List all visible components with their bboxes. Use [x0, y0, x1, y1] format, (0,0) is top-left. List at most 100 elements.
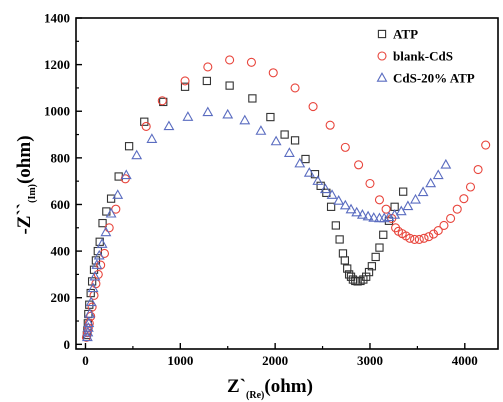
- data-point-triangle: [326, 189, 338, 199]
- data-point-circle: [365, 178, 375, 189]
- data-point-triangle: [82, 322, 94, 332]
- data-point-square: [248, 94, 257, 103]
- x-axis-label-unit: (ohm): [264, 376, 313, 397]
- legend: ATP blank-CdS CdS-20% ATP: [376, 27, 475, 86]
- y-axis-label: -Z``(Im)(ohm): [14, 135, 38, 234]
- data-point-square: [202, 76, 212, 86]
- y-tick-label: 200: [51, 290, 71, 305]
- data-point-triangle: [120, 169, 132, 180]
- legend-marker-triangle: [376, 72, 388, 82]
- data-point-square: [364, 267, 374, 277]
- data-point-triangle: [417, 186, 429, 197]
- data-point-triangle: [83, 317, 95, 328]
- data-point-square: [331, 221, 340, 230]
- data-point-circle: [225, 55, 235, 65]
- legend-label: blank-CdS: [393, 49, 453, 64]
- y-tick-label: 1200: [44, 57, 70, 72]
- data-point-square: [371, 252, 380, 262]
- data-point-triangle: [112, 189, 124, 199]
- y-tick-label: 600: [51, 197, 71, 212]
- series-circle: [81, 55, 491, 342]
- data-point-square: [310, 170, 320, 179]
- data-point-triangle: [100, 226, 112, 237]
- data-point-triangle: [303, 167, 315, 177]
- data-point-triangle: [402, 200, 414, 211]
- data-point-triangle: [270, 135, 282, 146]
- data-point-square: [346, 272, 356, 281]
- data-point-square: [375, 243, 384, 252]
- data-point-circle: [87, 302, 97, 312]
- data-point-square: [140, 117, 149, 126]
- data-point-square: [266, 112, 275, 122]
- data-point-square: [367, 262, 377, 271]
- data-point-triangle: [131, 149, 143, 160]
- data-point-triangle: [91, 259, 103, 269]
- y-tick-label: 1000: [44, 104, 70, 119]
- data-point-circle: [96, 260, 106, 270]
- data-point-square: [340, 256, 349, 265]
- y-tick-label: 0: [64, 337, 71, 352]
- data-point-triangle: [87, 282, 99, 293]
- data-point-triangle: [432, 169, 444, 180]
- plot-frame: [75, 17, 499, 350]
- data-point-square: [362, 272, 371, 281]
- data-point-triangle: [239, 114, 251, 125]
- data-point-circle: [141, 121, 151, 131]
- x-tick-label: 0: [82, 353, 89, 368]
- data-point-circle: [246, 57, 256, 67]
- data-point-square: [280, 130, 289, 139]
- data-point-square: [379, 230, 388, 239]
- y-axis-label-unit: (ohm): [14, 135, 35, 184]
- plot-border: [75, 17, 499, 350]
- data-point-square: [335, 235, 344, 244]
- y-tick-label: 800: [51, 150, 71, 165]
- data-point-circle: [414, 234, 424, 244]
- y-tick-label: 1400: [44, 11, 70, 26]
- data-point-triangle: [339, 199, 351, 210]
- data-point-circle: [424, 232, 434, 242]
- legend-label: CdS-20% ATP: [393, 71, 475, 86]
- x-tick-label: 4000: [452, 353, 478, 368]
- x-tick-label: 3000: [357, 353, 383, 368]
- data-point-triangle: [81, 331, 93, 342]
- data-point-square: [225, 81, 234, 90]
- data-point-triangle: [105, 207, 117, 218]
- data-point-circle: [180, 76, 190, 86]
- x-axis-label-subscript: (Re): [246, 390, 264, 401]
- data-point-square: [98, 218, 107, 228]
- x-axis-ticks: 0 1000 2000 3000 4000: [82, 343, 478, 368]
- data-point-square: [180, 82, 190, 91]
- data-point-triangle: [345, 203, 357, 214]
- data-point-circle: [381, 204, 391, 214]
- y-axis-ticks: 0 200 400 600 800 1000 1200 1400: [44, 11, 82, 352]
- data-point-square: [301, 154, 310, 164]
- data-point-circle: [452, 204, 462, 214]
- data-point-circle: [481, 140, 491, 150]
- x-tick-label: 2000: [262, 353, 288, 368]
- data-point-triangle: [425, 177, 437, 188]
- data-point-triangle: [362, 210, 374, 221]
- data-point-triangle: [356, 209, 368, 219]
- data-point-square: [343, 264, 352, 273]
- data-point-triangle: [410, 193, 421, 204]
- data-point-triangle: [333, 195, 345, 205]
- y-tick-label: 400: [51, 244, 71, 259]
- data-point-circle: [308, 102, 318, 112]
- data-point-triangle: [182, 111, 194, 121]
- data-point-triangle: [89, 270, 101, 281]
- legend-marker-circle: [377, 51, 387, 61]
- data-point-triangle: [84, 308, 96, 318]
- data-point-circle: [433, 226, 443, 236]
- data-point-square: [290, 136, 300, 145]
- data-point-square: [124, 142, 134, 151]
- data-point-triangle: [96, 238, 108, 248]
- data-point-triangle: [146, 133, 158, 143]
- series-triangle: [81, 106, 452, 342]
- series-layer: [81, 55, 491, 342]
- data-point-circle: [354, 160, 364, 170]
- data-point-circle: [290, 83, 300, 93]
- data-point-square: [159, 97, 168, 107]
- data-point-triangle: [283, 147, 295, 157]
- data-point-circle: [325, 120, 335, 130]
- data-point-circle: [473, 164, 483, 175]
